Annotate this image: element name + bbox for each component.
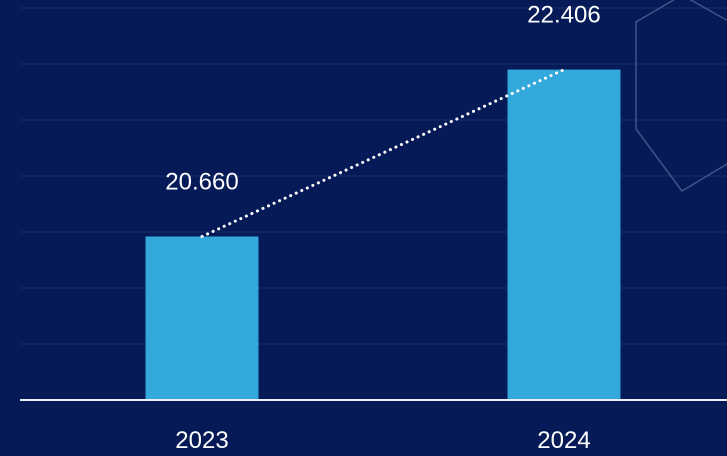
hexagon-decoration-icon (635, 0, 727, 192)
bar-2024 (507, 69, 621, 400)
value-label-2024: 22.406 (527, 2, 600, 29)
gridlines (20, 7, 727, 345)
bars (145, 69, 621, 400)
labels: 20.660 2023 22.406 2024 (165, 2, 600, 454)
trend-line (200, 68, 566, 239)
value-label-2023: 20.660 (165, 169, 238, 196)
bar-2023 (145, 236, 259, 400)
x-tick-label-2024: 2024 (537, 427, 590, 454)
x-tick-label-2023: 2023 (175, 427, 228, 454)
